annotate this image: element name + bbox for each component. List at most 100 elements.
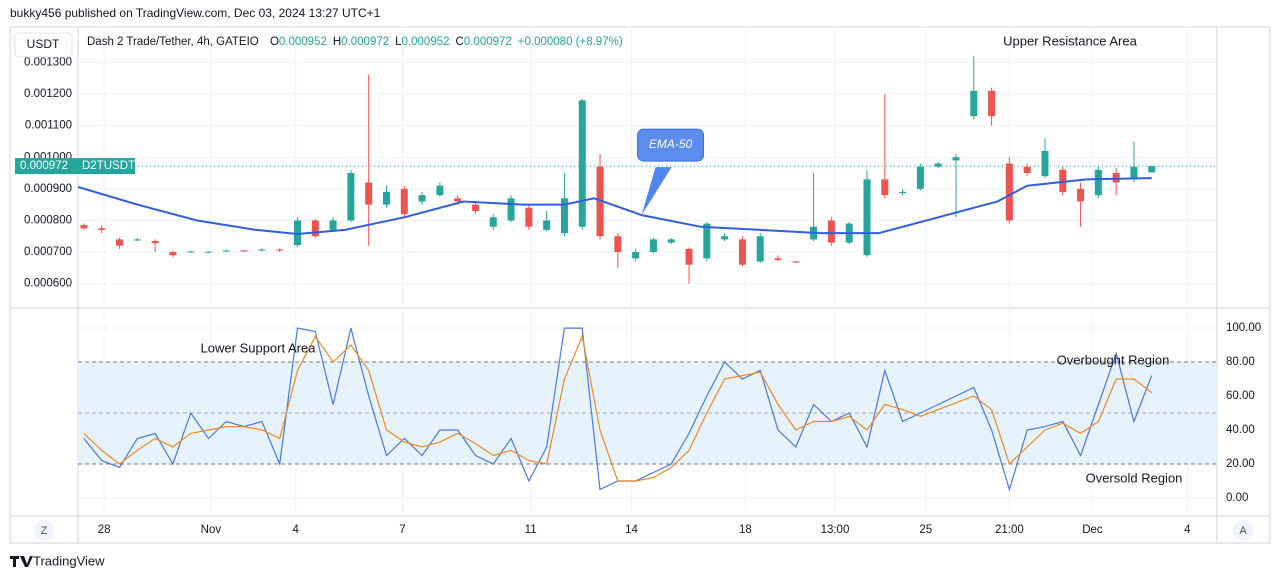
ohlc-key: O: [270, 36, 279, 48]
candle-body: [293, 220, 301, 246]
ema-line: [78, 177, 1152, 236]
annotation: Upper Resistance Area: [1003, 33, 1137, 48]
brand-name: TradingView: [33, 553, 105, 568]
zoom-label: Z: [41, 525, 48, 537]
x-tick-label: 4: [293, 524, 300, 536]
axes-and-labels: 0.0006000.0007000.0008000.0009000.001000…: [15, 33, 1261, 536]
x-tick-label: Dec: [1082, 524, 1103, 536]
candle-body: [418, 195, 426, 202]
candle-body: [899, 191, 907, 193]
x-tick-label: 13:00: [821, 524, 850, 536]
candle-body: [738, 239, 746, 265]
candle-body: [187, 251, 195, 253]
candle-body: [205, 251, 213, 253]
x-tick-label: 11: [525, 524, 537, 536]
candle-body: [703, 223, 711, 259]
oscillator-line: [83, 334, 1153, 482]
chart-frame: [9, 26, 1271, 544]
ohlc-value: 0.000952: [279, 36, 327, 48]
y-tick-label: 0.001300: [24, 56, 72, 68]
candle-body: [98, 228, 106, 230]
candle-body: [970, 90, 978, 117]
x-tick-label: Nov: [201, 524, 222, 536]
ohlc-value: 0.000972: [341, 36, 389, 48]
candle-body: [560, 198, 568, 234]
brand-logo: [10, 556, 33, 567]
symbol-legend: Dash 2 Trade/Tether, 4h, GATEIO O0.00095…: [87, 36, 623, 48]
y-tick-label: 40.00: [1226, 424, 1255, 436]
x-tick-label: 21:00: [995, 524, 1024, 536]
candle-body: [116, 239, 124, 246]
candle-body: [133, 239, 141, 241]
candle-body: [667, 239, 675, 243]
last-price-value: 0.000972: [20, 160, 68, 172]
ohlc-key: L: [395, 36, 402, 48]
candle-body: [222, 250, 230, 252]
candle-body: [632, 252, 640, 259]
candle-body: [382, 191, 390, 205]
candle-body: [80, 225, 88, 229]
candle-body: [347, 173, 355, 221]
candle-body: [578, 100, 586, 227]
price-pane: [78, 27, 1217, 308]
x-tick-label: 4: [1184, 524, 1191, 536]
candle-body: [1005, 163, 1013, 221]
candle-body: [454, 198, 462, 202]
zoom-button[interactable]: [34, 520, 54, 540]
candle-body: [525, 207, 533, 227]
annotation: Lower Support Area: [201, 340, 317, 355]
candle-body: [916, 166, 924, 189]
candle-body: [1041, 150, 1049, 177]
candle-body: [489, 217, 497, 227]
candle-body: [792, 261, 800, 263]
y-tick-label: 0.000800: [24, 214, 72, 226]
annotation: Overbought Region: [1057, 352, 1170, 367]
x-tick-label: 7: [399, 524, 405, 536]
price-change: +0.000080 (+8.97%): [518, 36, 623, 48]
y-tick-label: 0.000900: [24, 183, 72, 195]
candle-body: [471, 204, 479, 211]
candle-body: [258, 249, 266, 251]
candle-body: [1148, 166, 1156, 173]
candle-body: [1112, 173, 1120, 183]
candle-body: [329, 220, 337, 230]
y-tick-label: 0.000700: [24, 246, 72, 258]
candle-body: [774, 258, 782, 260]
ohlc-key: C: [456, 36, 464, 48]
ohlc-value: 0.000952: [402, 36, 450, 48]
x-tick-label: 25: [919, 524, 932, 536]
candle-body: [507, 198, 515, 221]
candle-body: [240, 250, 248, 252]
annotation: Oversold Region: [1086, 470, 1183, 485]
candle-body: [988, 90, 996, 117]
candle-body: [863, 179, 871, 256]
candle-body: [543, 220, 551, 230]
auto-scale-button[interactable]: [1233, 520, 1253, 540]
currency-label: USDT: [27, 37, 60, 51]
candle-body: [169, 252, 177, 256]
candle-body: [436, 185, 444, 196]
candle-body: [1077, 188, 1085, 202]
auto-scale-label: A: [1239, 525, 1247, 537]
candle-body: [1023, 166, 1031, 174]
candle-body: [151, 240, 159, 244]
symbol-name: Dash 2 Trade/Tether, 4h, GATEIO: [87, 36, 259, 48]
y-tick-label: 0.000600: [24, 278, 72, 290]
x-tick-label: 28: [98, 524, 111, 536]
candle-body: [756, 236, 764, 262]
ema-callout-box: [637, 128, 705, 162]
candle-body: [1094, 169, 1102, 196]
currency-button[interactable]: [14, 32, 73, 58]
candle-body: [934, 163, 942, 167]
y-tick-label: 20.00: [1226, 458, 1255, 470]
ema-callout: [641, 167, 672, 216]
x-tick-label: 14: [625, 524, 638, 536]
y-tick-label: 100.00: [1226, 322, 1261, 334]
candle-body: [685, 248, 693, 265]
y-tick-label: 0.00: [1226, 492, 1248, 504]
y-tick-label: 0.001200: [24, 88, 72, 100]
candle-body: [881, 179, 889, 196]
last-price-tag: [15, 158, 135, 175]
candle-body: [365, 182, 373, 205]
